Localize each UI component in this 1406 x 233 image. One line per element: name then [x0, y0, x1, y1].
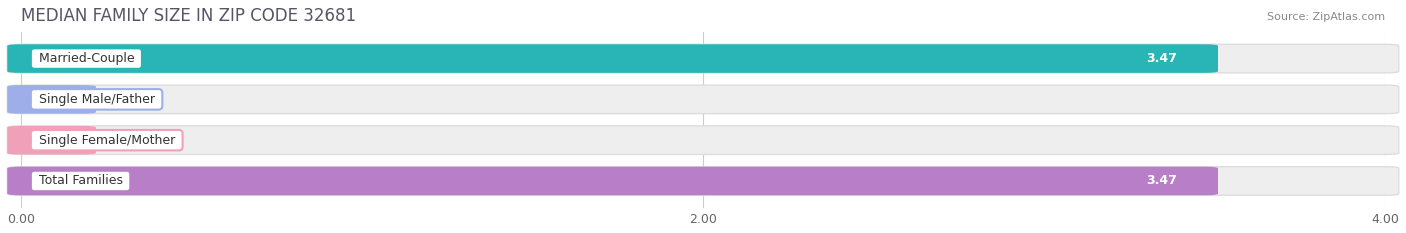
- FancyBboxPatch shape: [7, 167, 1399, 195]
- Text: 3.47: 3.47: [1146, 52, 1177, 65]
- Text: Source: ZipAtlas.com: Source: ZipAtlas.com: [1267, 12, 1385, 22]
- Text: Total Families: Total Families: [35, 175, 127, 188]
- Text: 3.47: 3.47: [1146, 175, 1177, 188]
- FancyBboxPatch shape: [7, 85, 1399, 114]
- Text: 0.00: 0.00: [110, 134, 141, 147]
- FancyBboxPatch shape: [7, 167, 1218, 195]
- FancyBboxPatch shape: [7, 44, 1399, 73]
- Text: MEDIAN FAMILY SIZE IN ZIP CODE 32681: MEDIAN FAMILY SIZE IN ZIP CODE 32681: [21, 7, 356, 25]
- Text: Single Female/Mother: Single Female/Mother: [35, 134, 179, 147]
- FancyBboxPatch shape: [7, 126, 1399, 154]
- FancyBboxPatch shape: [7, 44, 1218, 73]
- Text: 0.00: 0.00: [110, 93, 141, 106]
- FancyBboxPatch shape: [7, 126, 96, 154]
- Text: Married-Couple: Married-Couple: [35, 52, 138, 65]
- Text: Single Male/Father: Single Male/Father: [35, 93, 159, 106]
- FancyBboxPatch shape: [7, 85, 96, 114]
